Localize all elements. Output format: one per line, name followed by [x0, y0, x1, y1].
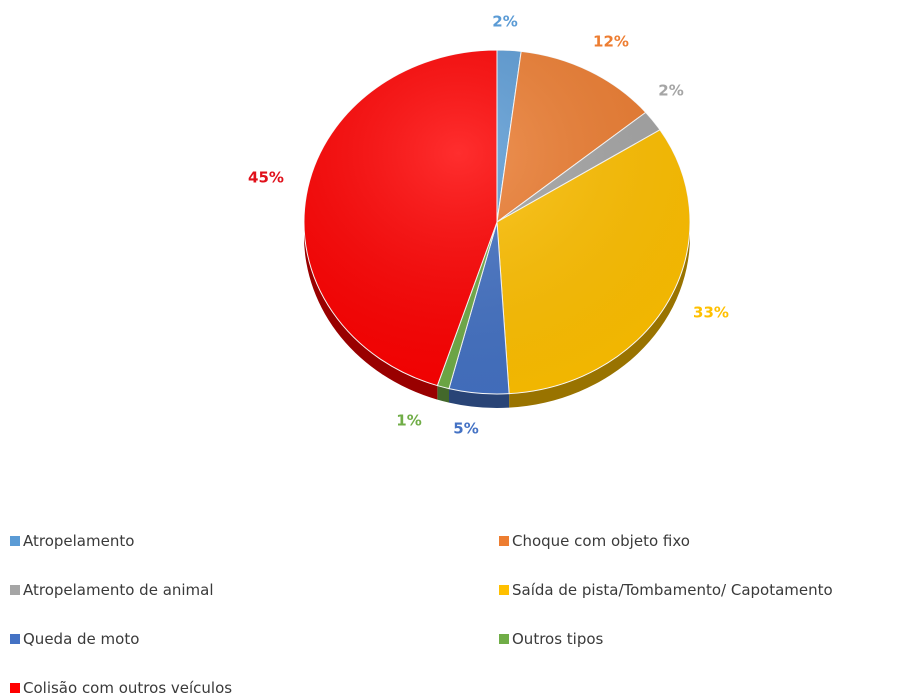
data-label-outros-tipos: 1%: [396, 412, 421, 430]
data-label-choque-com-objeto-fixo: 12%: [593, 33, 629, 51]
data-label-queda-de-moto: 5%: [453, 420, 478, 438]
data-label-colisao-com-outros-veiculos: 45%: [248, 169, 284, 187]
data-label-atropelamento-de-animal: 2%: [658, 82, 683, 100]
data-label-atropelamento: 2%: [492, 13, 517, 31]
data-label-saida-de-pista-tombamento-capotamento: 33%: [693, 304, 729, 322]
